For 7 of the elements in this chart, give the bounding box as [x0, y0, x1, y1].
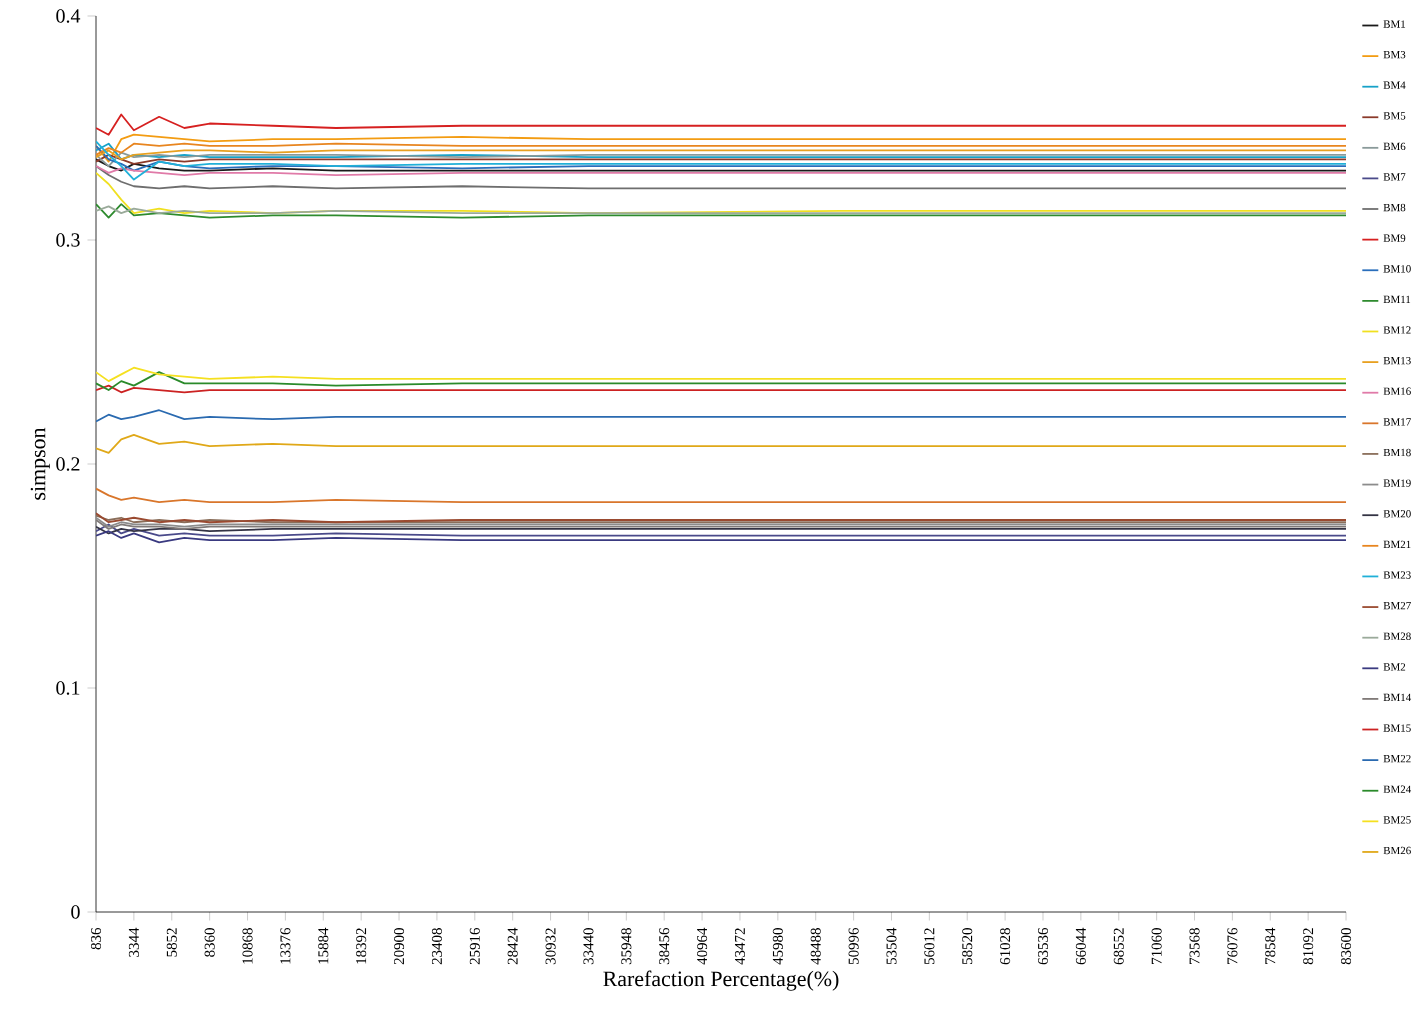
y-tick-label: 0.1 [56, 681, 80, 695]
y-tick-label: 0.4 [56, 9, 81, 23]
y-tick-label: 0 [71, 905, 80, 919]
y-tick-label: 0.3 [56, 233, 80, 247]
y-tick-label: 0.2 [56, 457, 80, 471]
x-axis-title: Rarefaction Percentage(%) [603, 970, 839, 991]
y-axis-title: simpson [30, 427, 50, 500]
